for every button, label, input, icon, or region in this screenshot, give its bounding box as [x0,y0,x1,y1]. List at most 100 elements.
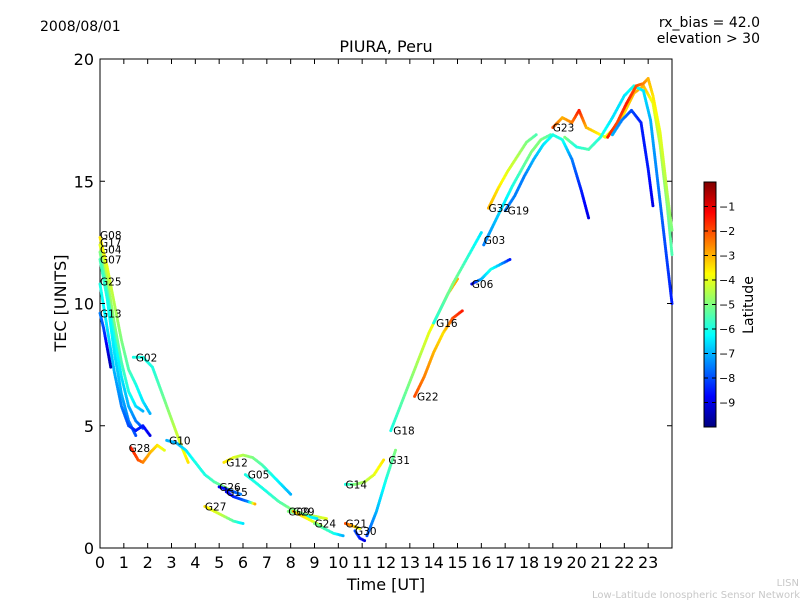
x-tick-label: 22 [614,553,634,572]
satellite-label: G18 [393,426,415,438]
chart-title: PIURA, Peru [339,37,432,56]
y-tick-label: 5 [84,417,94,436]
data-point [241,522,245,526]
colorbar-tick-label: −6 [719,323,735,336]
data-point [239,492,243,496]
data-point [394,448,398,452]
data-point [670,228,674,232]
data-point [358,526,362,530]
x-tick-label: 4 [190,553,200,572]
series-track [353,529,367,543]
satellite-label: G05 [248,470,269,482]
satellite-label: G31 [388,455,410,467]
series-track [610,108,655,208]
satellite-label: G29 [293,506,315,518]
data-point [479,231,483,235]
x-tick-label: 0 [95,553,105,572]
data-point [341,534,345,538]
latitude-colorbar: −1 −2 −3 −4 −5 −6 −7 −8 −9 Latitude [703,181,757,428]
series-track [503,133,591,220]
x-tick-label: 14 [423,553,443,572]
colorbar-tick-label: −8 [719,372,735,385]
satellite-label: G24 [315,519,337,531]
series-track [203,504,245,526]
series-track [129,443,166,464]
satellite-label: G02 [136,352,158,364]
series-track [343,458,386,486]
series-track [563,84,674,305]
x-tick-label: 10 [328,553,348,572]
plot-frame [99,58,673,549]
data-point [460,309,464,313]
colorbar-label: Latitude [741,276,757,334]
data-point [141,409,145,413]
satellite-label: G25 [100,277,122,289]
data-point [253,502,257,506]
x-tick-label: 19 [543,553,563,572]
y-tick-label: 20 [74,50,94,69]
series-track [482,133,552,247]
x-tick-label: 11 [352,553,372,572]
satellite-label: G15 [226,487,248,499]
satellite-label: G07 [100,255,122,267]
data-point [315,517,319,521]
data-point [289,492,293,496]
x-axis-label: Time [UT] [346,575,425,594]
series-track [98,257,138,438]
data-point [382,458,386,462]
satellite-label: G30 [355,526,377,538]
satellite-label: G08 [100,230,122,242]
x-tick-label: 1 [119,553,129,572]
series-track [470,257,512,286]
series-track [343,522,362,530]
x-tick-label: 5 [214,553,224,572]
satellite-label: G28 [129,443,151,455]
data-point [109,365,113,369]
x-tick-label: 9 [309,553,319,572]
x-tick-label: 8 [286,553,296,572]
satellite-label: G04 [100,245,122,257]
y-tick-label: 15 [74,172,94,191]
y-axis-ticks: 0 5 10 15 20 [74,50,672,558]
rx-bias-label: rx_bias = 42.0 [659,15,760,31]
y-axis-label: TEC [UNITS] [51,255,70,353]
satellite-label: G22 [417,391,439,403]
x-tick-label: 20 [566,553,586,572]
data-point [148,412,152,416]
x-tick-label: 7 [262,553,272,572]
colorbar-tick-label: −3 [719,250,735,263]
colorbar-ticks: −1 −2 −3 −4 −5 −6 −7 −8 −9 [704,201,735,410]
series-track [606,77,674,232]
series-track [98,311,113,369]
footer-network: Low-Latitude Ionospheric Sensor Network [592,590,800,600]
x-axis-ticks: 0 1 2 3 4 5 6 7 8 9 10 11 12 13 14 15 16 17 18 19 20 21 22 23 [95,59,658,572]
data-point [162,448,166,452]
data-point [148,434,152,438]
colorbar-tick-label: −7 [719,348,735,361]
data-point [670,253,674,257]
satellite-label: G32 [489,203,511,215]
satellite-label: G12 [226,457,248,469]
satellite-label: G16 [436,318,458,330]
colorbar-tick-label: −9 [719,397,735,410]
satellite-label: G21 [346,519,368,531]
y-tick-label: 0 [84,539,94,558]
x-tick-label: 17 [495,553,515,572]
elevation-label: elevation > 30 [657,31,760,47]
series-track [432,231,483,325]
x-tick-label: 18 [519,553,539,572]
data-point [587,216,591,220]
satellite-label: G23 [553,123,575,135]
x-tick-label: 21 [590,553,610,572]
series-track [313,522,345,538]
x-tick-label: 16 [471,553,491,572]
data-point [186,460,190,464]
series-track [98,282,152,438]
series-layer [98,77,674,543]
series-track [243,473,328,521]
satellite-label: G06 [472,279,494,291]
series-track [224,490,257,506]
colorbar-tick-label: −5 [719,299,735,312]
